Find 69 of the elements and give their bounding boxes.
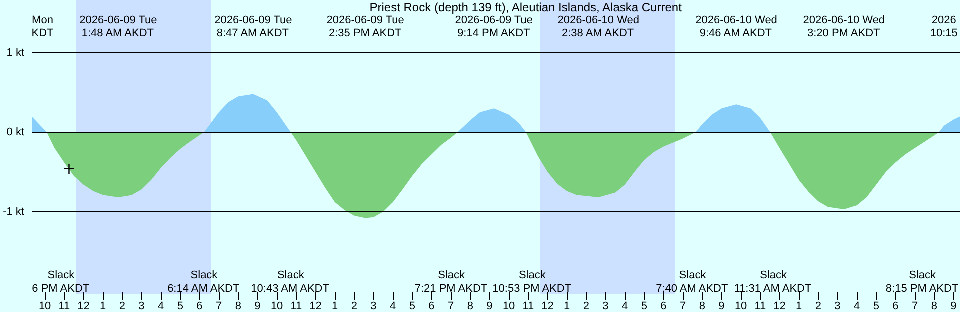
- x-tick-label: 9: [950, 300, 957, 312]
- x-tick-label: 7: [216, 300, 222, 312]
- annotation: 2026-06-10 Wed 2:38 AM AKDT: [558, 14, 640, 40]
- x-tick-label: 4: [158, 300, 164, 312]
- x-tick-label: 8: [931, 300, 938, 312]
- annotation: 2026-06-10 Wed 3:20 PM AKDT: [803, 14, 886, 40]
- x-tick-label: 3: [602, 300, 609, 312]
- x-tick-label: 10: [38, 300, 52, 312]
- chart-title: Priest Rock (depth 139 ft), Aleutian Islands, Alaska Current: [370, 0, 683, 14]
- x-tick-label: 5: [873, 300, 880, 312]
- annotation: Slack 7:40 AM AKDT: [656, 270, 728, 295]
- annotation: 2026-06-09 Tue 1:48 AM AKDT: [80, 14, 158, 40]
- x-tick-label: 4: [854, 300, 860, 312]
- y-tick-label: 1 kt: [6, 46, 25, 59]
- x-tick-label: 9: [486, 300, 493, 312]
- x-tick-label: 3: [138, 300, 145, 312]
- x-tick-label: 6: [892, 300, 899, 312]
- annotation: Slack 8:15 PM AKDT: [886, 270, 959, 295]
- x-tick-label: 11: [754, 300, 766, 312]
- x-tick-label: 6: [660, 300, 667, 312]
- x-tick-label: 5: [641, 300, 648, 312]
- x-tick-label: 6: [196, 300, 203, 312]
- annotation: Mon KDT: [32, 14, 54, 40]
- x-tick-label: 1: [564, 300, 570, 312]
- x-tick-label: 7: [680, 300, 686, 312]
- annotation: Slack 7:21 PM AKDT: [414, 270, 488, 295]
- x-tick-label: 12: [310, 300, 322, 312]
- x-tick-label: 10: [270, 300, 284, 312]
- annotation: Slack 10:53 PM AKDT: [492, 270, 572, 295]
- x-tick-label: 7: [448, 300, 454, 312]
- x-tick-label: 1: [332, 300, 338, 312]
- x-tick-label: 2: [583, 300, 590, 312]
- x-tick-label: 9: [254, 300, 261, 312]
- x-tick-label: 12: [542, 300, 554, 312]
- x-tick-label: 8: [467, 300, 474, 312]
- x-tick-label: 8: [699, 300, 706, 312]
- x-tick-label: 6: [428, 300, 435, 312]
- annotation: 2026-06-09 Tue 9:14 PM AKDT: [455, 14, 533, 40]
- x-tick-label: 5: [177, 300, 184, 312]
- y-tick-label: -1 kt: [3, 206, 25, 218]
- x-tick-label: 10: [502, 300, 516, 312]
- x-tick-label: 2: [815, 300, 822, 312]
- x-tick-label: 1: [100, 300, 106, 312]
- x-tick-label: 12: [78, 300, 90, 312]
- x-tick-label: 3: [370, 300, 377, 312]
- x-tick-label: 3: [834, 300, 841, 312]
- x-tick-label: 2: [351, 300, 358, 312]
- annotation: 2026-06-10 Wed 9:46 AM AKDT: [696, 14, 778, 40]
- annotation: 2026 10:15: [930, 14, 958, 40]
- x-tick-label: 12: [774, 300, 786, 312]
- x-tick-label: 5: [409, 300, 416, 312]
- x-tick-label: 8: [235, 300, 242, 312]
- annotation: 2026-06-09 Tue 8:47 AM AKDT: [214, 14, 292, 40]
- annotation: Slack 6 PM AKDT: [32, 270, 90, 295]
- x-tick-label: 1: [796, 300, 802, 312]
- x-tick-label: 7: [912, 300, 918, 312]
- x-tick-label: 4: [622, 300, 628, 312]
- x-tick-label: 11: [290, 300, 302, 312]
- x-tick-label: 4: [390, 300, 396, 312]
- annotation: Slack 10:43 AM AKDT: [251, 270, 330, 295]
- annotation: Slack 6:14 AM AKDT: [168, 270, 240, 295]
- annotation: 2026-06-09 Tue 2:35 PM AKDT: [326, 14, 404, 40]
- x-tick-label: 10: [734, 300, 748, 312]
- annotation: Slack 11:31 AM AKDT: [734, 270, 812, 295]
- x-tick-label: 11: [522, 300, 534, 312]
- x-tick-label: 2: [119, 300, 126, 312]
- x-tick-label: 11: [58, 300, 70, 312]
- y-tick-label: 0 kt: [6, 126, 25, 138]
- x-tick-label: 9: [718, 300, 725, 312]
